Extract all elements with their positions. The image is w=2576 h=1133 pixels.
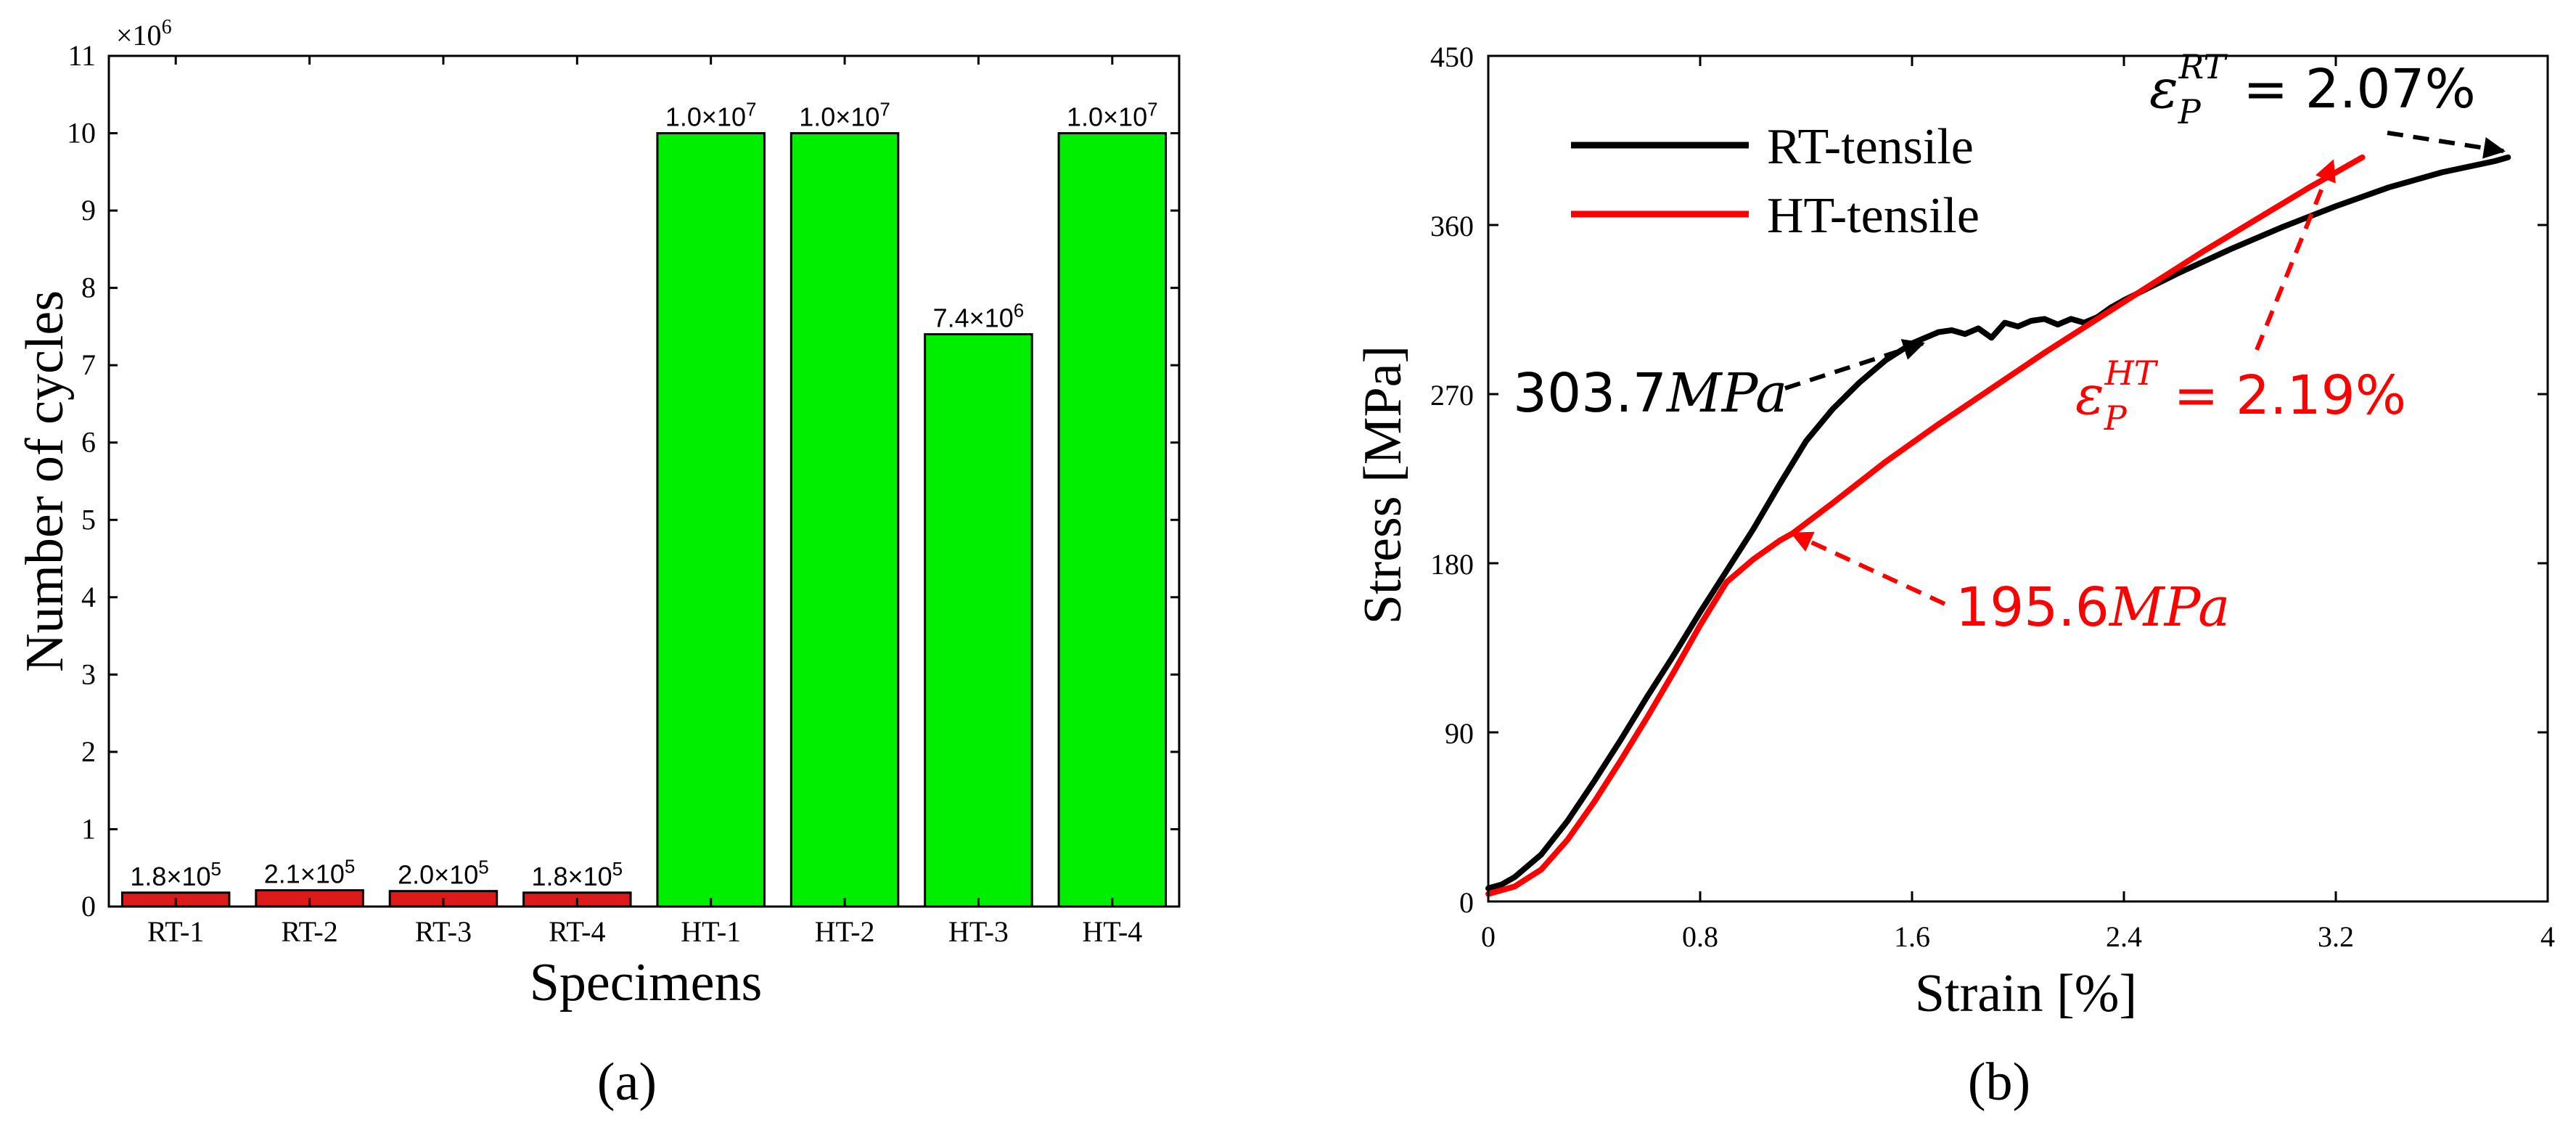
- y-axis-multiplier: ×106: [116, 16, 172, 52]
- y-tick-label: 5: [81, 503, 96, 536]
- bar-data-label: 2.1×105: [264, 856, 356, 889]
- y-tick-label: 0: [81, 890, 96, 923]
- annotation-rt-strain: εPRT = 2.07%: [2149, 47, 2506, 159]
- y-tick-label: 2: [81, 735, 96, 768]
- legend-label-rt: RT-tensile: [1767, 119, 1974, 175]
- x-tick-label: HT-2: [815, 915, 875, 948]
- annotation-text: εPHT = 2.19%: [2075, 353, 2406, 438]
- x-tick-label: RT-3: [415, 915, 472, 948]
- y-tick-label: 4: [81, 581, 96, 613]
- annotation-ht-yield: 195.6MPa: [1790, 531, 2230, 639]
- x-tick-label: 1.6: [1894, 920, 1930, 953]
- bar-data-label: 2.0×105: [398, 856, 489, 890]
- annotation-text: 303.7MPa: [1513, 362, 1787, 425]
- annotation-ht-strain: εPHT = 2.19%: [2075, 159, 2406, 438]
- bar-data-label: 7.4×106: [933, 300, 1025, 333]
- x-tick-label: RT-1: [147, 915, 204, 948]
- x-tick-label: 4: [2540, 920, 2555, 953]
- series-line-ht-tensile: [1485, 154, 2366, 897]
- legend: RT-tensile HT-tensile: [1571, 119, 1980, 244]
- y-tick-label: 9: [81, 194, 96, 226]
- bar-data-label: 1.8×105: [532, 858, 623, 891]
- panel-label-a: (a): [597, 1052, 657, 1112]
- x-axis-title: Strain [%]: [1915, 964, 2137, 1023]
- y-tick-label: 7: [81, 348, 96, 381]
- annotation-arrow: [1790, 531, 1946, 606]
- annotation-arrow: [2387, 131, 2506, 159]
- bar-data-label: 1.8×105: [130, 858, 221, 891]
- y-tick-label: 90: [1445, 717, 1474, 750]
- bar-data-labels: 1.8×105 2.1×105 2.0×105 1.8×105 1.0×107 1.0×1…: [130, 99, 1157, 891]
- x-axis-ticks: RT-1 RT-2 RT-3 RT-4 HT-1 HT-2 HT-3 HT-4: [147, 56, 1142, 948]
- annotation-text: 195.6MPa: [1956, 576, 2230, 639]
- bar-ht-4: [1057, 132, 1168, 908]
- plot-area-frame: [107, 54, 1181, 908]
- series-line-rt-tensile: [1485, 154, 2511, 891]
- x-tick-label: 0.8: [1682, 920, 1718, 953]
- panel-label-b: (b): [1968, 1052, 2030, 1112]
- annotation-rt-yield: 303.7MPa: [1513, 339, 1925, 425]
- line-series: [1485, 154, 2511, 897]
- y-tick-label: 270: [1430, 379, 1474, 412]
- x-tick-label: HT-3: [948, 915, 1009, 948]
- y-axis-title: Stress [MPa]: [1353, 345, 1413, 624]
- x-tick-label: 3.2: [2318, 920, 2354, 953]
- line-chart-panel: 0 90 180 270 360 450 0 0.8 1.6 2.4 3.2 4 Strain [%…: [1353, 41, 2555, 1112]
- y-tick-label: 6: [81, 426, 96, 459]
- bar-data-label: 1.0×107: [1067, 99, 1158, 132]
- x-tick-label: RT-2: [281, 915, 337, 948]
- plot-area-frame: [1487, 54, 2549, 903]
- bar-chart-panel: 1.8×105 2.1×105 2.0×105 1.8×105 1.0×107 1.0×1…: [15, 16, 1181, 1112]
- y-tick-label: 450: [1430, 41, 1474, 73]
- annotation-text: εPRT = 2.07%: [2149, 47, 2476, 131]
- bar-data-label: 1.0×107: [799, 99, 890, 132]
- y-tick-label: 180: [1430, 548, 1474, 581]
- y-axis-ticks: 0 1 2 3 4 5 6 7 8 9 10 11: [67, 39, 1179, 923]
- bar-ht-2: [789, 132, 900, 908]
- x-tick-label: 0: [1481, 920, 1496, 953]
- y-axis-title: Number of cycles: [15, 290, 75, 672]
- bar-ht-3: [924, 333, 1033, 908]
- bar-series: [120, 132, 1168, 908]
- annotation-arrow: [2255, 159, 2336, 351]
- y-tick-label: 0: [1459, 886, 1474, 919]
- legend-label-ht: HT-tensile: [1767, 188, 1980, 244]
- bar-data-label: 1.0×107: [665, 99, 757, 132]
- y-tick-label: 3: [81, 658, 96, 690]
- y-tick-label: 10: [67, 117, 96, 150]
- y-tick-label: 360: [1430, 210, 1474, 242]
- bar-ht-1: [656, 132, 766, 908]
- x-tick-label: 2.4: [2106, 920, 2142, 953]
- x-axis-ticks: 0 0.8 1.6 2.4 3.2 4: [1481, 56, 2555, 953]
- x-axis-title: Specimens: [530, 953, 763, 1013]
- y-tick-label: 8: [81, 271, 96, 304]
- y-axis-ticks: 0 90 180 270 360 450: [1430, 41, 2548, 919]
- y-tick-label: 11: [67, 39, 96, 72]
- x-tick-label: RT-4: [549, 915, 605, 948]
- x-tick-label: HT-4: [1082, 915, 1142, 948]
- y-tick-label: 1: [81, 812, 96, 845]
- x-tick-label: HT-1: [681, 915, 741, 948]
